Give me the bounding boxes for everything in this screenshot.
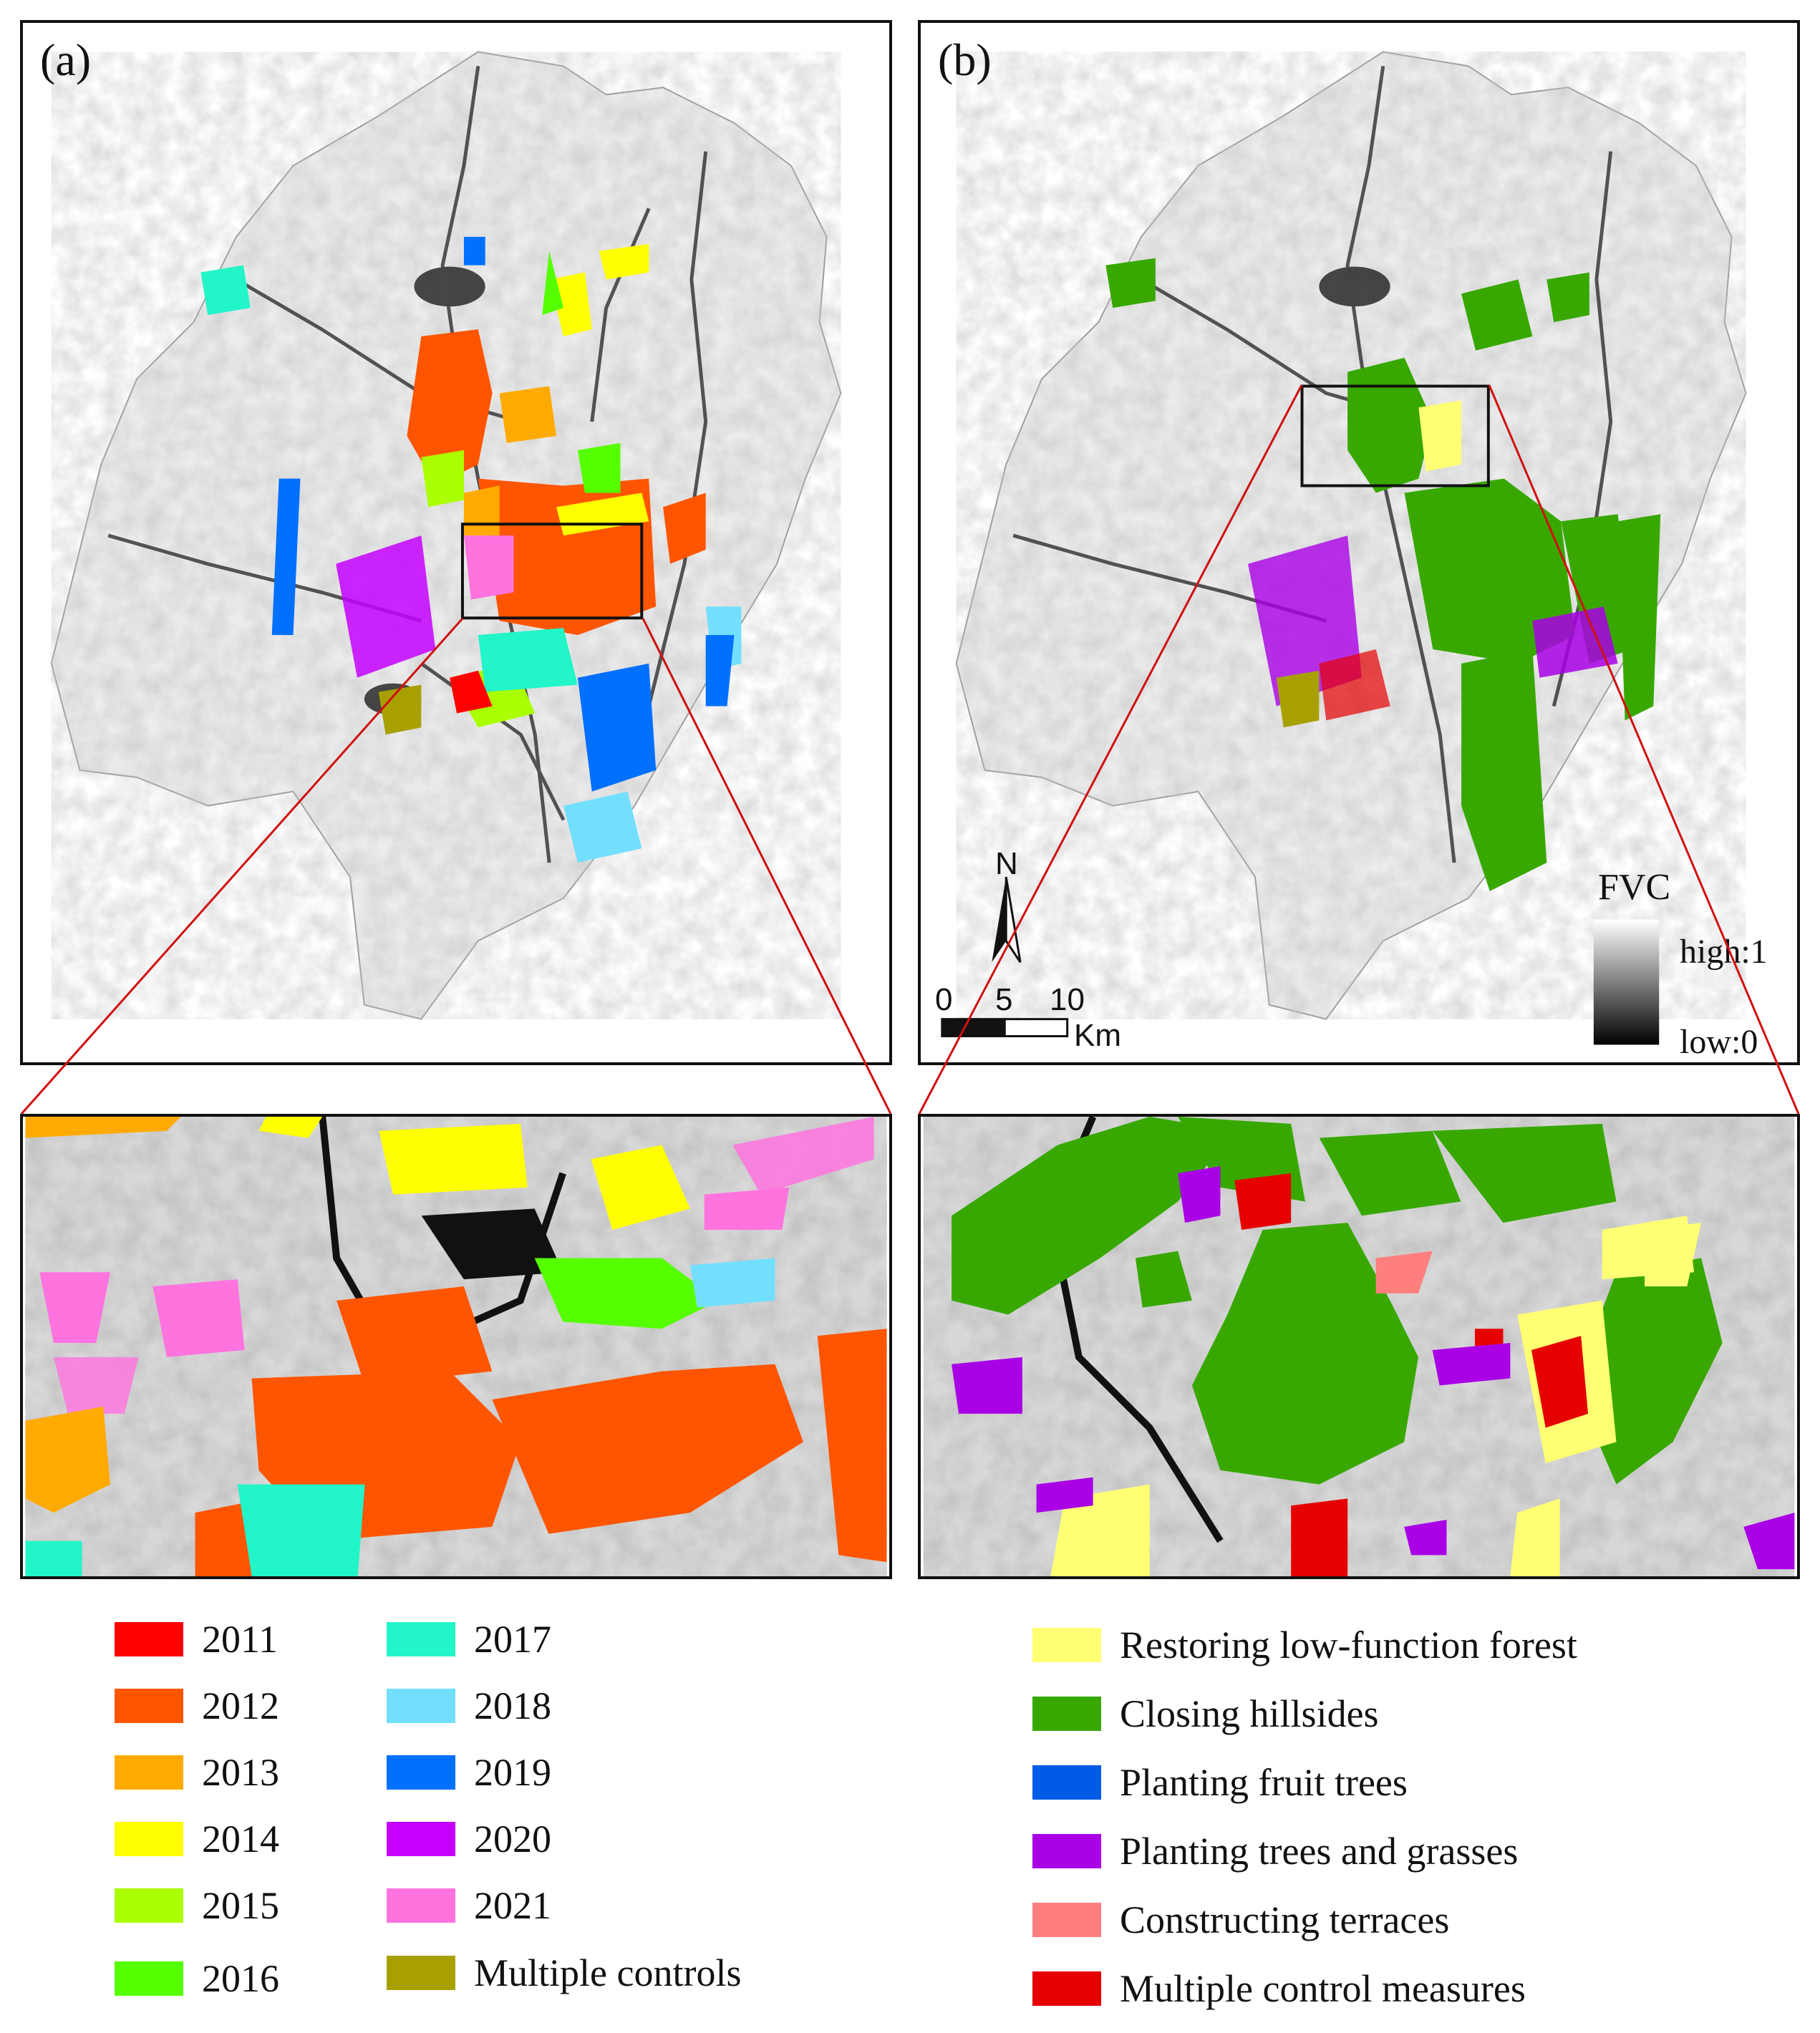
legend-item-2018: 2018 xyxy=(387,1684,551,1727)
legend-swatch xyxy=(1032,1765,1101,1800)
fvc-legend-title: FVC xyxy=(1598,867,1671,908)
scale-unit: Km xyxy=(1074,1018,1121,1053)
legend-item-2015: 2015 xyxy=(115,1884,279,1927)
zoom-box-a xyxy=(460,523,644,620)
legend-swatch xyxy=(115,1622,183,1656)
legend-item-2011: 2011 xyxy=(115,1618,278,1661)
legend-swatch xyxy=(115,1822,183,1856)
legend-swatch xyxy=(387,1622,455,1656)
panel-a-label: (a) xyxy=(40,34,92,85)
legend-item-multiple-controls: Multiple controls xyxy=(387,1951,741,1994)
legend-item-2019: 2019 xyxy=(387,1751,551,1794)
inset-a-patches xyxy=(25,1117,887,1576)
legend-label: Closing hillsides xyxy=(1120,1692,1379,1735)
panel-b-label: (b) xyxy=(938,34,992,85)
legend-swatch xyxy=(387,1956,455,1990)
legend-swatch xyxy=(387,1689,455,1723)
legend-label: Restoring low-function forest xyxy=(1120,1624,1577,1666)
legend-swatch xyxy=(387,1755,455,1790)
panel-a-svg xyxy=(50,51,842,1020)
legend-swatch xyxy=(1032,1697,1101,1731)
legend-label: Multiple control measures xyxy=(1120,1967,1526,2010)
scale-tick-5: 5 xyxy=(995,982,1013,1017)
legend-years: 2011 2012 2013 2014 2015 2016 2017 2018 … xyxy=(115,1618,902,2019)
legend-label: Constructing terraces xyxy=(1120,1898,1450,1941)
legend-label: Multiple controls xyxy=(474,1951,742,1994)
legend-swatch xyxy=(387,1888,455,1923)
legend-item-fruit-trees: Planting fruit trees xyxy=(1032,1761,1408,1804)
legend-label: 2011 xyxy=(202,1618,278,1661)
legend-item-2016: 2016 xyxy=(115,1957,279,2000)
panel-a-map: (a) xyxy=(20,20,892,1065)
legend-label: 2012 xyxy=(202,1684,279,1727)
fvc-texture xyxy=(51,52,841,1019)
legend-label: 2014 xyxy=(202,1818,279,1860)
legend-item-2017: 2017 xyxy=(387,1618,551,1661)
panel-a-inset-svg xyxy=(25,1117,887,1576)
legend-item-multiple-measures: Multiple control measures xyxy=(1032,1967,1526,2010)
legend-swatch xyxy=(115,1755,183,1790)
legend-swatch xyxy=(1032,1971,1101,2006)
legend-label: 2017 xyxy=(474,1618,551,1661)
legend-item-terraces: Constructing terraces xyxy=(1032,1898,1449,1941)
legend-item-restoring-forest: Restoring low-function forest xyxy=(1032,1624,1577,1666)
legend-item-2012: 2012 xyxy=(115,1684,279,1727)
legend-swatch xyxy=(115,1888,183,1923)
legend-label: 2013 xyxy=(202,1751,279,1794)
legend-label: 2018 xyxy=(474,1684,551,1727)
north-arrow-icon xyxy=(992,876,1022,963)
legend-swatch xyxy=(115,1961,183,1996)
legend-item-closing-hillsides: Closing hillsides xyxy=(1032,1692,1379,1735)
scale-tick-10: 10 xyxy=(1050,982,1085,1017)
legend-measures: Restoring low-function forest Closing hi… xyxy=(1032,1624,1806,2024)
north-arrow-letter: N xyxy=(995,846,1018,881)
legend-swatch xyxy=(115,1689,183,1723)
legend-swatch xyxy=(387,1822,455,1856)
panel-b-map: (b) N 0 5 10 Km FVC high:1 low:0 xyxy=(918,20,1800,1065)
fvc-color-ramp xyxy=(1593,919,1660,1045)
legend-label: 2020 xyxy=(474,1818,551,1860)
legend-label: 2021 xyxy=(474,1884,551,1927)
legend-item-2013: 2013 xyxy=(115,1751,279,1794)
fvc-low-label: low:0 xyxy=(1680,1023,1758,1061)
legend-label: 2016 xyxy=(202,1957,279,2000)
inset-b-patches xyxy=(952,1117,1795,1576)
panel-a-inset xyxy=(20,1114,892,1579)
legend-item-trees-grasses: Planting trees and grasses xyxy=(1032,1830,1518,1873)
legend-item-2020: 2020 xyxy=(387,1818,551,1860)
legend-label: Planting fruit trees xyxy=(1120,1761,1408,1804)
panel-b-inset xyxy=(918,1114,1800,1579)
fvc-high-label: high:1 xyxy=(1680,933,1768,971)
scale-bar xyxy=(941,1018,1069,1037)
legend-swatch xyxy=(1032,1628,1101,1662)
legend-label: 2015 xyxy=(202,1884,279,1927)
legend-swatch xyxy=(1032,1834,1101,1868)
panel-b-inset-svg xyxy=(923,1117,1795,1576)
legend-swatch xyxy=(1032,1903,1101,1937)
scale-tick-0: 0 xyxy=(935,982,953,1017)
legend-item-2014: 2014 xyxy=(115,1818,279,1860)
legend-label: 2019 xyxy=(474,1751,551,1794)
legend-item-2021: 2021 xyxy=(387,1884,551,1927)
legend-label: Planting trees and grasses xyxy=(1120,1830,1519,1873)
treatment-patches-by-year xyxy=(200,236,742,863)
